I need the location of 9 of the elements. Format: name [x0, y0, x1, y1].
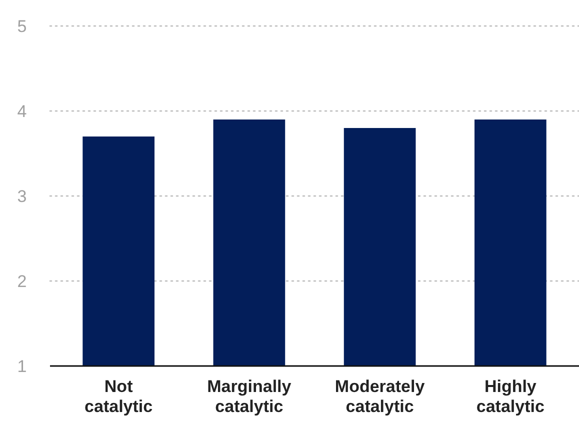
x-tick-label: Marginally catalytic	[207, 377, 292, 416]
y-tick-label: 2	[17, 272, 27, 291]
y-tick-label: 4	[17, 102, 27, 121]
x-tick-label: Highly catalytic	[476, 377, 544, 416]
x-tick-label: Not catalytic	[84, 377, 153, 416]
y-tick-label: 5	[17, 16, 27, 36]
y-tick-label: 1	[17, 356, 27, 376]
y-tick-label: 3	[17, 186, 27, 206]
x-tick-label: Moderately catalytic	[334, 377, 426, 416]
